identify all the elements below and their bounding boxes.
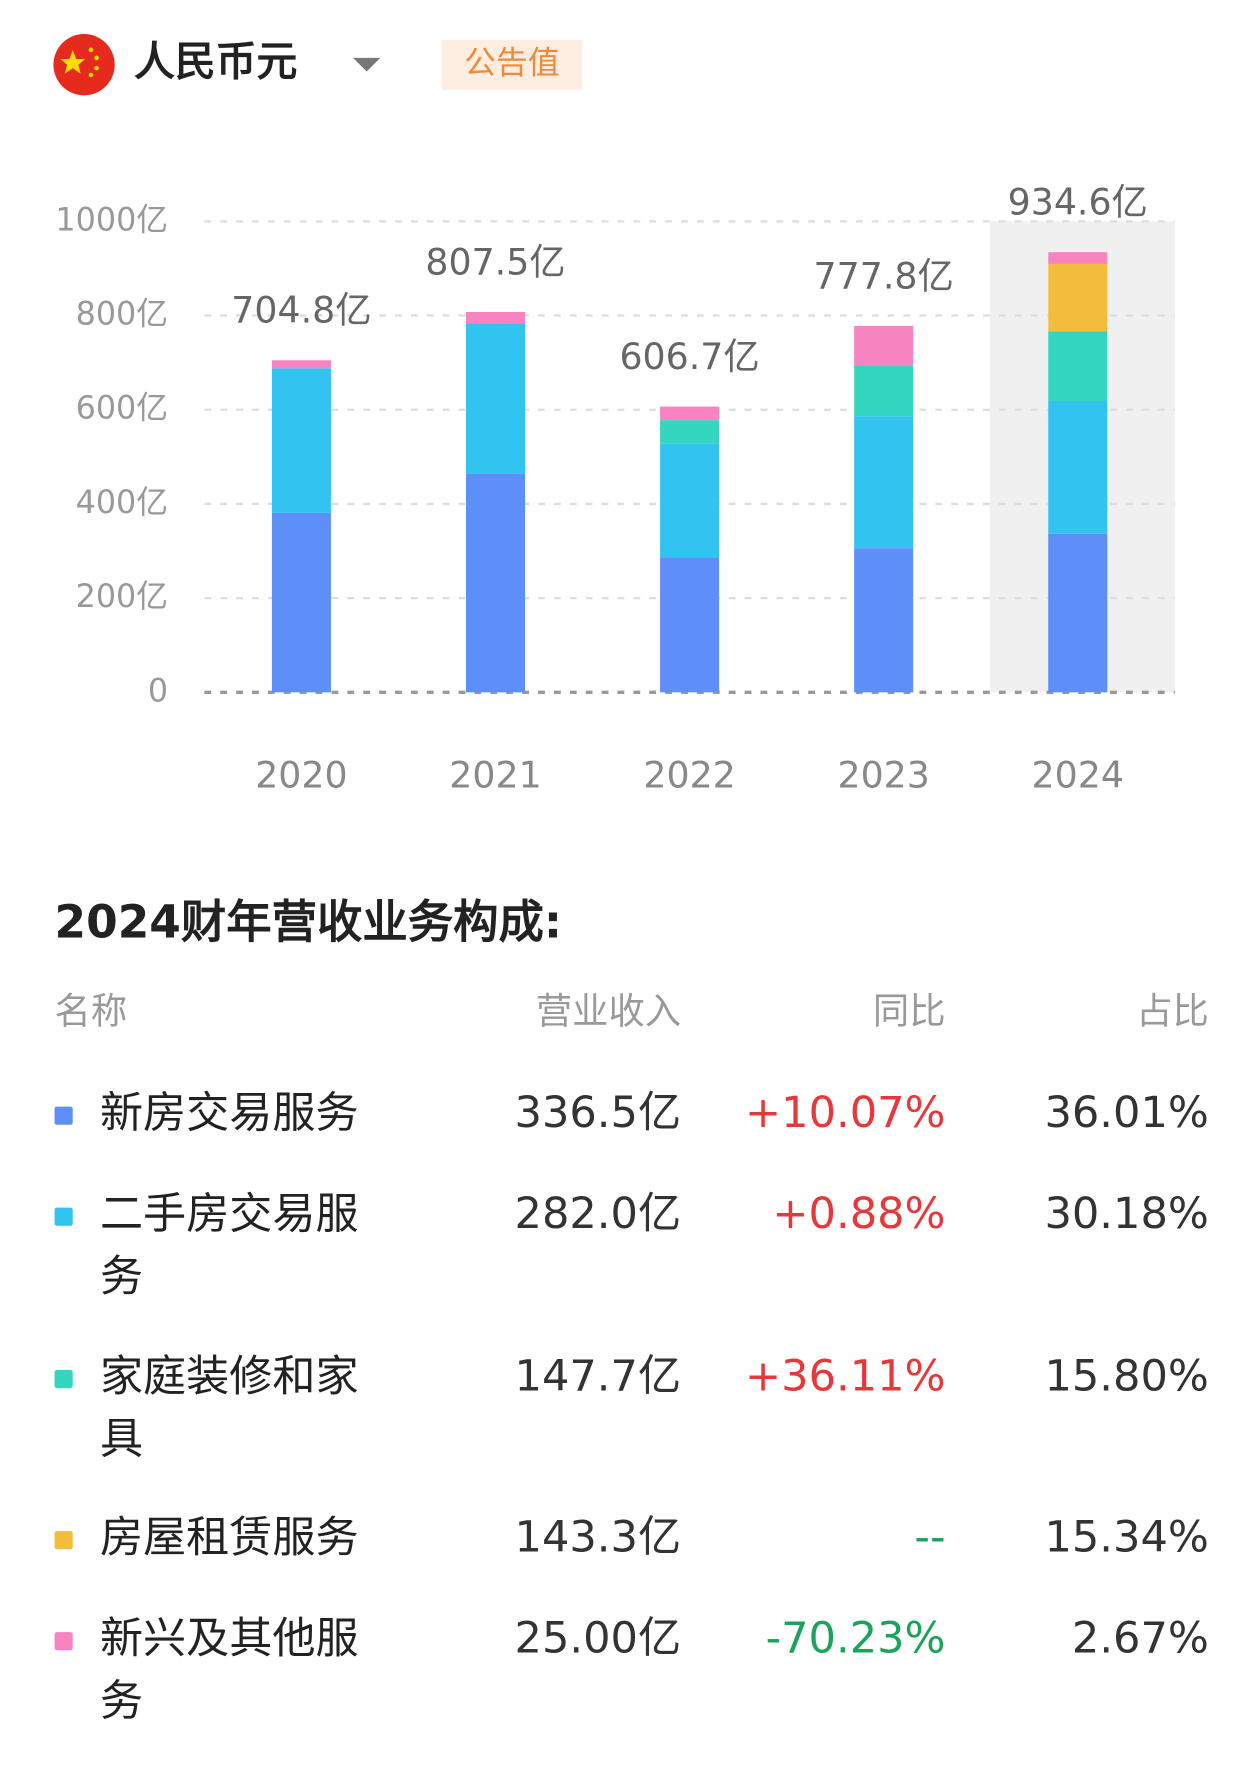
column-header: 同比 — [873, 990, 946, 1033]
bar-segment — [1048, 263, 1108, 332]
legend-swatch — [54, 1531, 73, 1550]
y-tick-label: 0 — [148, 673, 168, 709]
badge-bg — [441, 39, 583, 90]
bar-segment — [1048, 533, 1108, 693]
total-label: 777.8亿 — [814, 254, 954, 297]
x-tick-label: 2024 — [1032, 753, 1124, 796]
row-name: 新兴及其他服务 — [100, 1614, 359, 1726]
bar-segment — [660, 443, 720, 558]
cell: 336.5亿 — [515, 1088, 682, 1138]
row-name: 家庭装修和家具 — [100, 1352, 359, 1464]
legend-swatch — [54, 1207, 73, 1226]
legend-swatch — [54, 1369, 73, 1389]
y-tick-label: 1000亿 — [55, 202, 168, 238]
bar-segment — [660, 557, 720, 693]
dropdown-arrow[interactable] — [353, 57, 381, 72]
cell: +10.07% — [745, 1088, 946, 1138]
currency[interactable]: 人民币元 — [134, 38, 297, 86]
total-label: 704.8亿 — [231, 289, 371, 332]
bar-segment — [271, 368, 331, 513]
bar-segment — [271, 360, 331, 369]
x-tick-label: 2021 — [449, 753, 541, 796]
bar-segment — [660, 420, 720, 444]
badge: 公告值 — [464, 46, 559, 82]
cell: 15.34% — [1044, 1513, 1208, 1563]
cell: -70.23% — [766, 1614, 946, 1664]
column-header: 营业收入 — [536, 990, 681, 1033]
table-title: 2024财年营收业务构成: — [55, 896, 562, 949]
row-name: 新房交易服务 — [100, 1088, 359, 1138]
bar-segment — [271, 512, 331, 693]
y-tick-label: 400亿 — [76, 485, 168, 521]
cell: 25.00亿 — [515, 1614, 682, 1664]
x-tick-label: 2023 — [837, 753, 929, 796]
bar-segment — [854, 548, 914, 693]
cell: 15.80% — [1044, 1352, 1208, 1402]
total-label: 934.6亿 — [1008, 181, 1148, 224]
total-label: 606.7亿 — [619, 335, 759, 378]
legend-swatch — [54, 1106, 73, 1125]
y-tick-label: 600亿 — [76, 391, 168, 427]
column-header: 占比 — [1136, 990, 1209, 1033]
cell: +0.88% — [772, 1189, 945, 1239]
bar-segment — [1048, 331, 1108, 402]
cell: 143.3亿 — [515, 1513, 682, 1563]
y-tick-label: 200亿 — [76, 579, 168, 615]
row-name: 房屋租赁服务 — [100, 1513, 359, 1563]
cell: 2.67% — [1072, 1614, 1209, 1664]
cell: 282.0亿 — [515, 1189, 682, 1239]
y-tick-label: 800亿 — [76, 297, 168, 333]
total-label: 807.5亿 — [425, 240, 565, 283]
bar-segment — [465, 323, 526, 474]
bar-segment — [1048, 401, 1108, 534]
bar-segment — [1048, 252, 1108, 264]
bar-segment — [465, 311, 526, 324]
cell: 36.01% — [1044, 1088, 1208, 1138]
bar-segment — [854, 365, 914, 417]
legend-swatch — [54, 1632, 73, 1651]
flag-icon — [53, 34, 115, 96]
bar-segment — [854, 416, 914, 549]
row-name: 二手房交易服务 — [100, 1189, 359, 1301]
cell: 147.7亿 — [515, 1352, 682, 1402]
x-tick-label: 2022 — [643, 753, 735, 796]
bar-segment — [465, 473, 526, 693]
cell: 30.18% — [1044, 1189, 1208, 1239]
column-header: 名称 — [55, 990, 128, 1033]
cell: +36.11% — [745, 1352, 946, 1402]
x-tick-label: 2020 — [255, 753, 347, 796]
bar-segment — [660, 406, 720, 421]
cell: -- — [914, 1513, 945, 1563]
bar-segment — [854, 325, 914, 366]
